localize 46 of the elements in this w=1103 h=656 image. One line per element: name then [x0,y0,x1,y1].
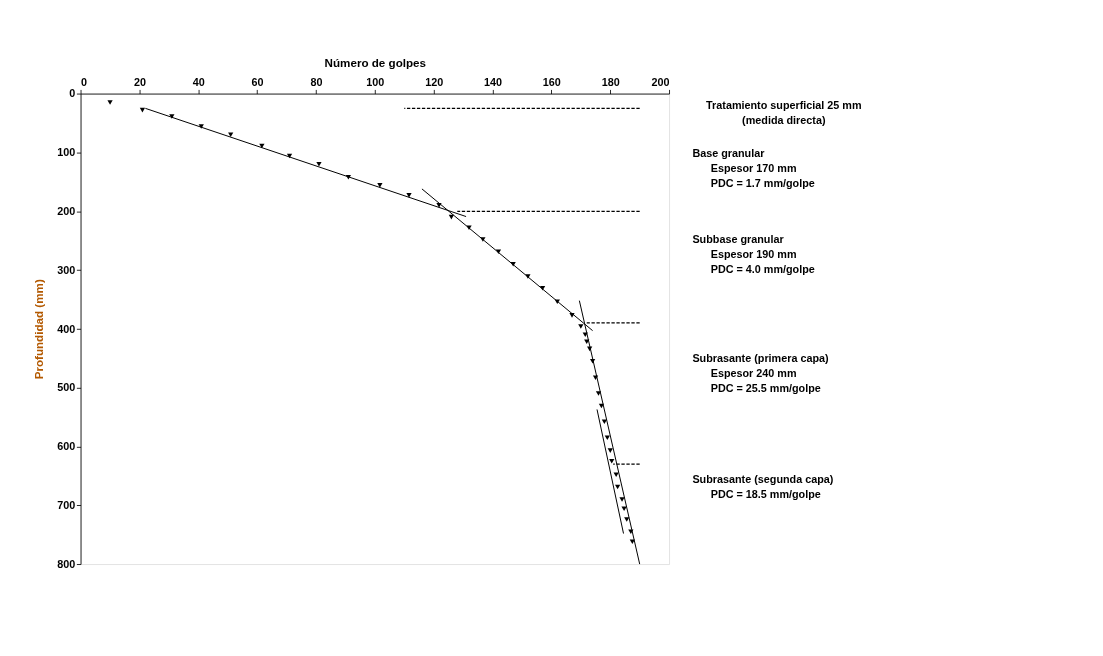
text: Subbase granular Espesor 190 mm PDC = 4.0 mm/golpe [692,233,815,276]
x-tick-label: 140 [483,75,502,88]
y-axis-title: Profundidad (mm) [32,279,46,380]
x-tick-label: 20 [133,75,146,88]
y-tick-label: 400 [57,322,76,335]
y-tick-label: 700 [57,499,76,512]
point [614,484,621,490]
point [139,107,146,113]
point [592,375,599,380]
point [107,100,113,105]
text: Tratamiento superficial 25 mm (medida directa) [706,98,862,126]
x-tick-label: 100 [366,75,385,88]
point [377,183,383,188]
point [609,458,615,464]
x-tick-label: 180 [601,75,620,88]
point [607,448,613,453]
point [582,332,588,338]
point [624,517,630,522]
x-axis-title: Número de golpes [324,55,426,69]
x-tick-label: 160 [542,75,561,88]
y-tick-label: 100 [57,146,76,159]
point [578,324,584,329]
text: Subrasante (primera capa) Espesor 240 mm PDC = 25.5 mm/golpe [692,352,829,395]
y-tick-label: 500 [57,381,76,394]
x-tick-label: 40 [192,75,205,88]
text: Subrasante (segunda capa) PDC = 18.5 mm/golpe [692,472,834,500]
y-tick-label: 200 [57,205,76,217]
point [628,529,634,535]
point [406,193,412,198]
point [629,539,635,545]
y-tick-label: 600 [57,440,76,453]
x-tick-label: 200 [651,75,670,88]
y-tick-label: 0 [69,87,76,100]
x-tick-label: 60 [251,75,264,88]
point [316,161,322,167]
point [198,124,204,129]
y-tick-label: 800 [57,557,76,570]
text: Base granular Espesor 170 mm PDC = 1.7 mm/golpe [692,146,815,189]
point [613,472,619,477]
x-tick-label: 120 [425,75,444,88]
y-tick-label: 300 [57,263,76,276]
x-tick-label: 0 [81,75,88,88]
x-tick-label: 80 [310,75,323,88]
point [619,497,625,502]
point [604,435,610,440]
point [595,391,602,396]
